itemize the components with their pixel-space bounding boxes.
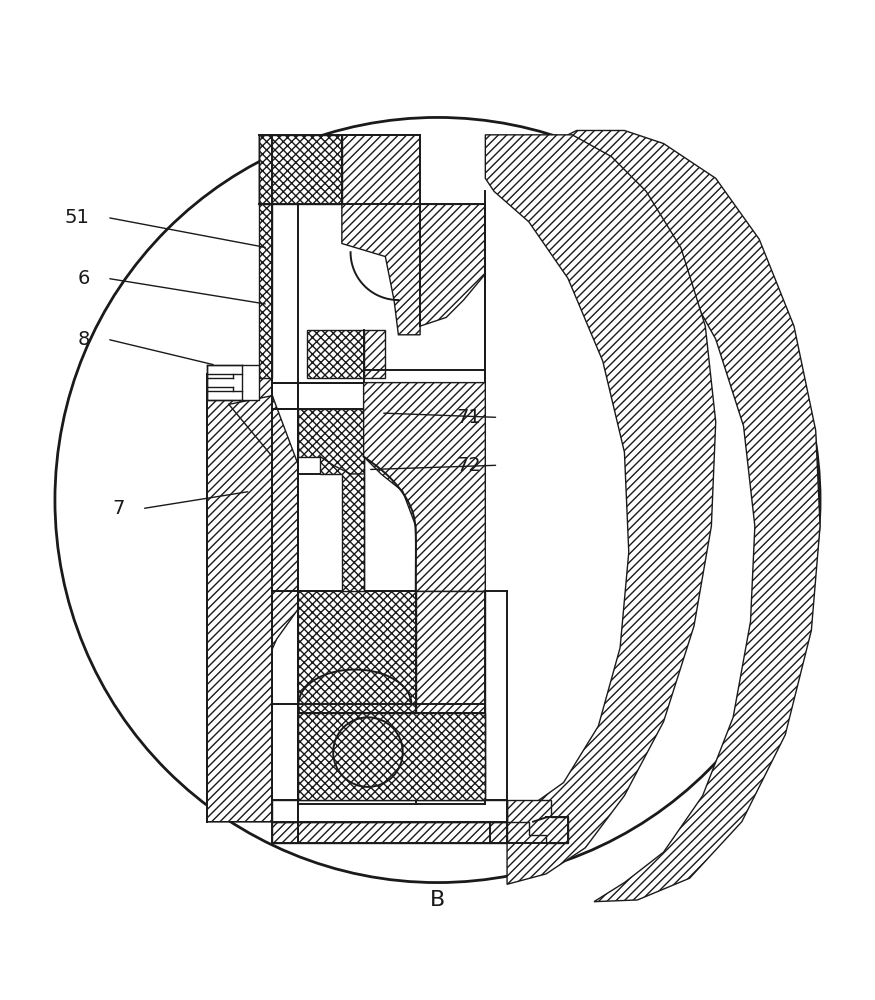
Text: 6: 6 [77,269,90,288]
Polygon shape [550,130,820,902]
Text: B: B [430,890,445,910]
Polygon shape [298,713,486,800]
Polygon shape [364,383,486,591]
Polygon shape [207,365,259,400]
Text: 51: 51 [65,208,90,227]
Text: 8: 8 [77,330,90,349]
Text: 71: 71 [456,408,481,427]
Polygon shape [272,800,568,843]
Polygon shape [272,800,507,822]
Polygon shape [207,374,298,822]
Polygon shape [307,330,364,378]
Circle shape [333,717,402,787]
Polygon shape [420,204,486,326]
Polygon shape [207,374,320,822]
Polygon shape [298,383,486,591]
Text: 72: 72 [456,456,481,475]
Polygon shape [486,135,716,884]
Polygon shape [259,135,272,378]
Polygon shape [298,409,364,591]
Polygon shape [364,330,385,378]
Polygon shape [298,591,416,804]
Circle shape [55,117,820,883]
Polygon shape [416,591,486,804]
Text: 7: 7 [112,499,124,518]
Polygon shape [259,135,342,204]
Polygon shape [342,135,420,335]
